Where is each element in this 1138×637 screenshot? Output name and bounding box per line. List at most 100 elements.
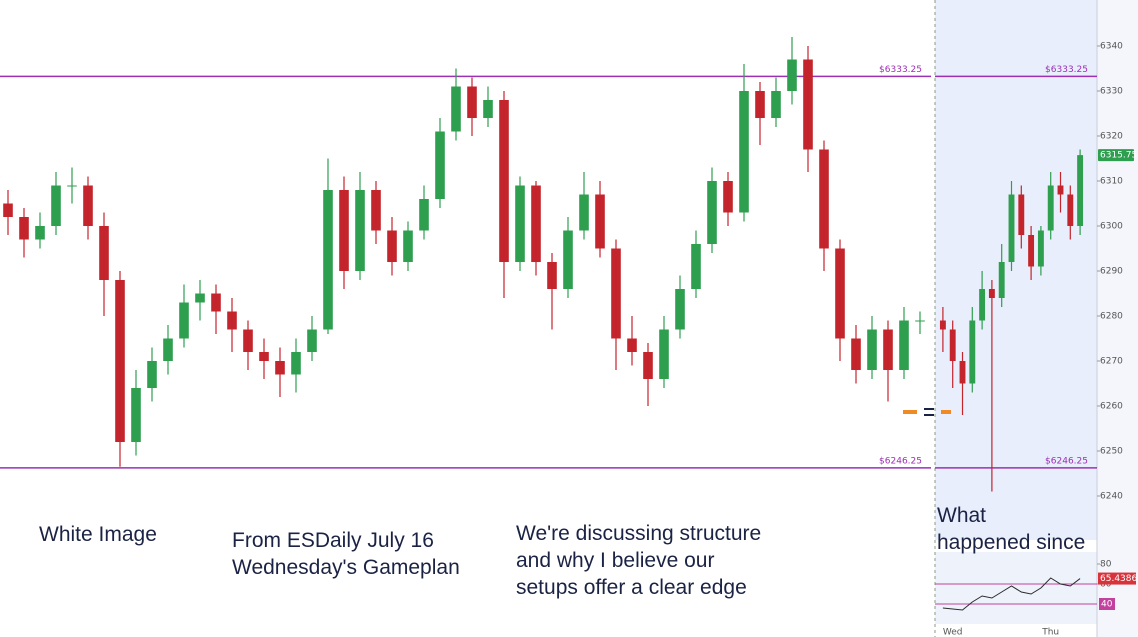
candle-body: [83, 185, 93, 226]
level-label: $6246.25: [879, 456, 922, 466]
candle-body: [723, 181, 733, 213]
y-tick-label: 6240: [1100, 492, 1123, 502]
candle-body: [979, 289, 986, 321]
candle-body: [51, 185, 61, 226]
rsi-level-box: [1099, 598, 1115, 610]
rsi-last-label: 65.4386: [1100, 574, 1137, 584]
candle-body: [195, 293, 205, 303]
candle-body: [115, 280, 125, 442]
candle-body: [969, 320, 976, 384]
candle-body: [915, 320, 925, 322]
candle-body: [959, 361, 966, 384]
y-tick-label: 6260: [1100, 402, 1123, 412]
y-tick-label: 6300: [1100, 222, 1123, 232]
candle-body: [467, 86, 477, 118]
candle-body: [323, 190, 333, 330]
candle-body: [99, 226, 109, 280]
candle-body: [627, 338, 637, 352]
candle-body: [67, 185, 77, 187]
candle-body: [787, 59, 797, 91]
candle-body: [851, 338, 861, 370]
candle-body: [547, 262, 557, 289]
y-tick-label: 6340: [1100, 42, 1123, 52]
candle-body: [531, 185, 541, 262]
y-tick-label: 6330: [1100, 87, 1123, 97]
candle-body: [131, 388, 141, 442]
candle-body: [163, 338, 173, 361]
candle-body: [387, 230, 397, 262]
candle-body: [211, 293, 221, 312]
candle-body: [771, 91, 781, 118]
y-tick-label: 80: [1100, 560, 1112, 570]
candle-body: [563, 230, 573, 289]
rsi-panel: [935, 552, 1097, 624]
candle-body: [803, 59, 813, 150]
candle-body: [259, 352, 269, 361]
candle-body: [835, 248, 845, 339]
marker: [903, 410, 917, 414]
level-label: $6246.25: [1045, 456, 1088, 466]
candle-body: [19, 217, 29, 240]
last-price-label: 6315.75: [1100, 151, 1137, 161]
candle-body: [243, 329, 253, 352]
candle-body: [291, 352, 301, 375]
candle-body: [147, 361, 157, 388]
candle-body: [499, 100, 509, 262]
x-tick-label: Wed: [943, 628, 963, 637]
candle-body: [998, 262, 1005, 298]
candle-body: [307, 329, 317, 352]
annotation: setups offer a clear edge: [516, 576, 747, 599]
candle-body: [1067, 194, 1074, 226]
candle-body: [691, 244, 701, 289]
rsi-level-label: 40: [1101, 600, 1113, 610]
y-tick-label: 6310: [1100, 177, 1123, 187]
y-tick-label: 6280: [1100, 312, 1123, 322]
candle-body: [483, 100, 493, 118]
candle-body: [899, 320, 909, 370]
candle-body: [435, 131, 445, 199]
level-label: $6333.25: [879, 65, 922, 75]
annotation: happened since: [937, 531, 1086, 554]
last-price-box: [1098, 149, 1134, 162]
rsi-last-box: [1098, 572, 1136, 585]
annotation: White Image: [39, 523, 157, 546]
rsi-line: [942, 577, 1081, 611]
level-label: $6333.25: [1045, 65, 1088, 75]
candle-body: [1028, 235, 1035, 267]
candle-body: [611, 248, 621, 339]
candle-body: [1047, 185, 1054, 231]
candle-body: [579, 194, 589, 231]
annotation: Wednesday's Gameplan: [232, 556, 460, 579]
candle-body: [1018, 194, 1025, 235]
y-tick-label: 6250: [1100, 447, 1123, 457]
candle-body: [35, 226, 45, 240]
candle-body: [1057, 185, 1064, 195]
candle-body: [1008, 194, 1015, 262]
candle-body: [988, 289, 995, 298]
candle-body: [3, 203, 13, 217]
candle-body: [339, 190, 349, 271]
candle-body: [939, 320, 946, 330]
annotation: We're discussing structure: [516, 522, 762, 545]
candle-body: [1037, 230, 1044, 267]
marker: [941, 410, 951, 414]
candle-body: [949, 329, 956, 361]
candle-body: [643, 352, 653, 379]
annotation: From ESDaily July 16: [232, 529, 434, 552]
candle-body: [707, 181, 717, 244]
y-tick-label: 6270: [1100, 357, 1123, 367]
x-tick-label: Thu: [1041, 628, 1059, 637]
candle-body: [595, 194, 605, 249]
candle-body: [419, 199, 429, 231]
candle-body: [1077, 155, 1084, 226]
y-tick-label: 6320: [1100, 132, 1123, 142]
candle-body: [739, 91, 749, 213]
candle-body: [819, 149, 829, 249]
candle-body: [227, 311, 237, 330]
candle-body: [371, 190, 381, 231]
annotation: What: [937, 504, 987, 527]
candle-body: [755, 91, 765, 118]
right-panel: [935, 0, 1097, 540]
candle-body: [275, 361, 285, 375]
